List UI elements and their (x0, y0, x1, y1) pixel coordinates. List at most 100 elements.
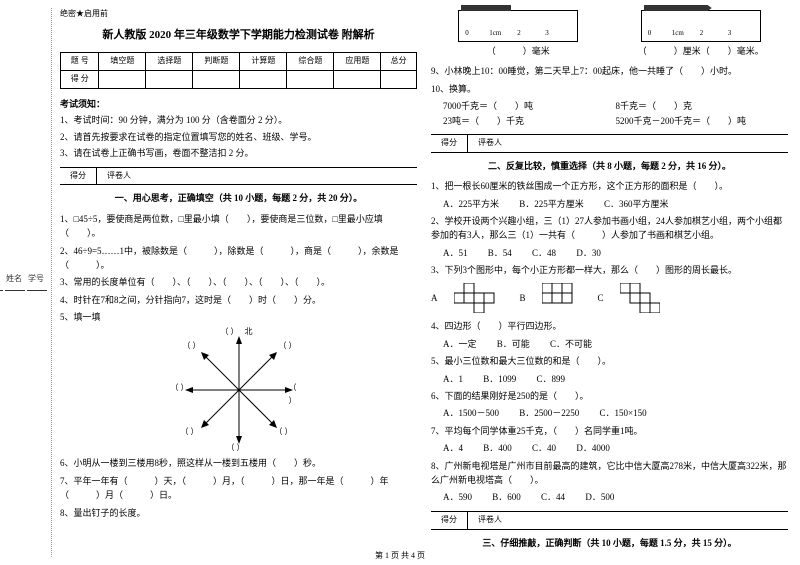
compass-diagram: （ ） 北 （ ） （ ） （ ） （ ） （ ） （ ） （ ） (179, 330, 299, 450)
th: 题 号 (61, 53, 99, 71)
question: 7、平年一年有（ ）天，（ ）月，（ ）日，那一年是（ ）年（ ）月（ ）日。 (60, 474, 417, 503)
compass-label: （ ） (183, 340, 201, 353)
opt: B．400 (483, 443, 512, 453)
part2-title: 二、反复比较，慎重选择（共 8 小题，每题 2 分，共 16 分）。 (431, 159, 788, 173)
question: 10、换算。 (431, 82, 788, 96)
opt: B．54 (488, 248, 512, 258)
ruler1: 0 1cm 2 3 (458, 10, 578, 42)
grader-label: 评卷人 (468, 135, 512, 152)
notice-title: 考试须知： (60, 97, 417, 111)
compass-label: （ ） (275, 426, 293, 439)
conv: 7000千克＝（ ）吨 (443, 99, 616, 113)
opt: D．30 (576, 248, 601, 258)
notice-item: 3、请在试卷上正确书写画，卷面不整洁扣 2 分。 (60, 146, 417, 160)
th: 选择题 (146, 53, 193, 71)
question: 1、把一根长60厘米的铁丝围成一个正方形，这个正方形的面积是（ ）。 (431, 179, 788, 193)
opt: A．51 (443, 248, 468, 258)
shape-options: A B C (431, 283, 788, 313)
question: 2、学校开设两个兴趣小组，三（1）27人参加书画小组，24人参加棋艺小组，两个小… (431, 214, 788, 243)
compass-label: （ ） (181, 426, 199, 439)
th: 总分 (381, 53, 417, 71)
question: 7、平均每个同学体重25千克，（ ）名同学重1吨。 (431, 424, 788, 438)
compass-north: 北 (245, 326, 253, 339)
opt: C．360平方厘米 (604, 199, 669, 209)
compass-label: （ ） (171, 382, 189, 395)
conv: 8千克＝（ ）克 (616, 99, 789, 113)
notice-item: 2、请首先按要求在试卷的指定位置填写您的姓名、班级、学号。 (60, 130, 417, 144)
margin-field: 学号 (28, 274, 44, 283)
notice-item: 1、考试时间：90 分钟，满分为 100 分（含卷面分 2 分）。 (60, 113, 417, 127)
th: 计算题 (240, 53, 287, 71)
question: 6、下面的结果刚好是250的是（ ）。 (431, 389, 788, 403)
th: 填空题 (99, 53, 146, 71)
opt: B．2500－2250 (519, 408, 579, 418)
conv: 23吨＝（ ）千克 (443, 114, 616, 128)
compass-label: （ ） (221, 326, 239, 339)
opt: C．40 (532, 443, 556, 453)
td: 得 分 (61, 71, 99, 89)
grader-box: 得分 评卷人 (431, 134, 788, 153)
opt: A．590 (443, 492, 472, 502)
shape-a (454, 283, 504, 313)
right-column: 0 1cm 2 3 （ ）毫米 0 1cm 2 3 （ (431, 8, 788, 557)
part3-title: 三、仔细推敲，正确判断（共 10 小题，每题 1.5 分，共 15 分）。 (431, 536, 788, 550)
ruler2: 0 1cm 2 3 (641, 10, 761, 42)
opt: B．600 (492, 492, 521, 502)
compass-label: （ ） (227, 442, 245, 455)
question: 8、广州新电视塔是广州市目前最高的建筑，它比中信大厦高278米，中信大厦高322… (431, 459, 788, 488)
question: 9、小林晚上10：00睡觉，第二天早上7：00起床，他一共睡了（ ）小时。 (431, 64, 788, 78)
conv: 5200千克－200千克＝（ ）吨 (616, 114, 789, 128)
opt-label: B (520, 291, 526, 305)
left-column: 绝密★启用前 新人教版 2020 年三年级数学下学期能力检测试卷 附解析 题 号… (60, 8, 417, 557)
score-table: 题 号 填空题 选择题 判断题 计算题 综合题 应用题 总分 得 分 (60, 52, 417, 89)
question: 1、□45÷5，要使商是两位数，□里最小填（ ），要使商是三位数，□里最小应填（… (60, 212, 417, 241)
compass-label: （ ） (279, 340, 297, 353)
opt: A．一定 (443, 339, 477, 349)
opt: B．可能 (497, 339, 530, 349)
th: 判断题 (193, 53, 240, 71)
grader-label: 评卷人 (97, 168, 141, 185)
opt: B．225平方厘米 (519, 199, 584, 209)
opt: C．不可能 (550, 339, 592, 349)
question: 5、最小三位数和最大三位数的和是（ ）。 (431, 354, 788, 368)
shape-c (620, 283, 660, 313)
ruler1-label: （ ）毫米 (431, 44, 606, 58)
opt: A．1 (443, 374, 463, 384)
grader-box: 得分 评卷人 (60, 167, 417, 186)
question: 4、四边形（ ）平行四边形。 (431, 319, 788, 333)
opt: D．500 (585, 492, 614, 502)
exam-notice: 考试须知： 1、考试时间：90 分钟，满分为 100 分（含卷面分 2 分）。 … (60, 97, 417, 161)
question: 3、下列3个图形中，每个小正方形都一样大，那么（ ）图形的周长最长。 (431, 263, 788, 277)
opt: C．150×150 (600, 408, 647, 418)
exam-title: 新人教版 2020 年三年级数学下学期能力检测试卷 附解析 (60, 27, 417, 45)
question: 5、填一填 (60, 310, 417, 324)
question: 6、小明从一楼到三楼用8秒，照这样从一楼到五楼用（ ）秒。 (60, 456, 417, 470)
opt: A．1500－500 (443, 408, 499, 418)
opt: C．44 (541, 492, 565, 502)
opt-label: A (431, 291, 438, 305)
opt: A．4 (443, 443, 463, 453)
opt-label: C (598, 291, 604, 305)
grader-box: 得分 评卷人 (431, 511, 788, 530)
opt: D．4000 (576, 443, 610, 453)
opt: C．48 (532, 248, 556, 258)
opt: A．225平方米 (443, 199, 499, 209)
th: 应用题 (334, 53, 381, 71)
score-label: 得分 (431, 512, 468, 529)
opt: B．1099 (483, 374, 516, 384)
margin-field: 姓名 (6, 274, 22, 283)
score-label: 得分 (431, 135, 468, 152)
th: 综合题 (287, 53, 334, 71)
ruler-figures: 0 1cm 2 3 （ ）毫米 0 1cm 2 3 （ (431, 8, 788, 58)
compass-label: （ ） (289, 382, 299, 408)
opt: C．899 (537, 374, 566, 384)
binding-margin: 学号 姓名 班级 学校 乡镇(街道) (12, 8, 52, 557)
part1-title: 一、用心思考，正确填空（共 10 小题，每题 2 分，共 20 分）。 (60, 191, 417, 205)
page-footer: 第 1 页 共 4 页 (0, 550, 800, 561)
question: 8、量出钉子的长度。 (60, 506, 417, 520)
grader-label: 评卷人 (468, 512, 512, 529)
shape-b (542, 283, 582, 313)
question: 3、常用的长度单位有（ ）、（ ）、（ ）、（ ）、（ ）。 (60, 275, 417, 289)
score-label: 得分 (60, 168, 97, 185)
question: 4、时针在7和8之间，分针指向7，这时是（ ）时（ ）分。 (60, 293, 417, 307)
